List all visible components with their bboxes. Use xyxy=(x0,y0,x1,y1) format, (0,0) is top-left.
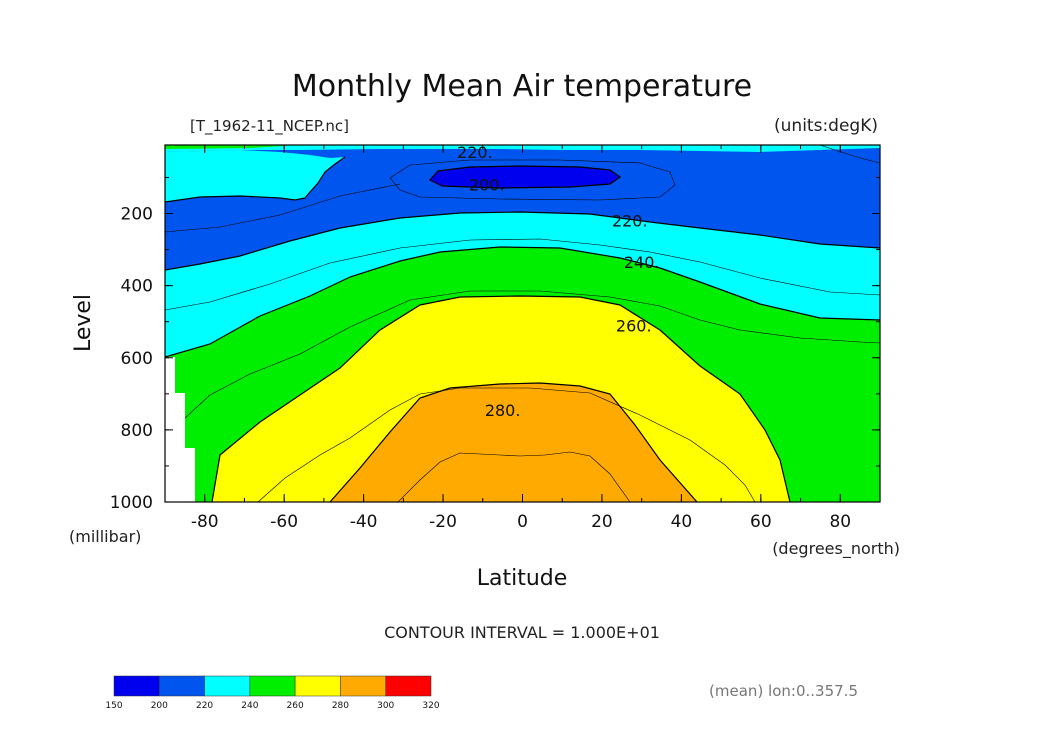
contour-240 xyxy=(165,246,880,358)
y-tick-label: 1000 xyxy=(110,493,153,513)
chart-title: Monthly Mean Air temperature xyxy=(292,69,752,104)
contour-label-layer: 220. 200. 220. 240. 260. 280. xyxy=(457,143,659,420)
y-tick-label: 800 xyxy=(121,421,153,441)
x-axis-label: Latitude xyxy=(477,566,568,591)
band-280-300 xyxy=(330,383,697,502)
contour-fill-group xyxy=(165,145,880,502)
contour-270 xyxy=(257,387,756,502)
contour-215-right xyxy=(819,145,880,164)
colorbar-swatch xyxy=(204,675,251,697)
x-tick-label: 40 xyxy=(671,512,693,532)
colorbar-swatch xyxy=(113,675,160,697)
colorbar-tick-label: 200 xyxy=(151,701,168,711)
x-tick-label: 60 xyxy=(750,512,772,532)
colorbar-tick-label: 320 xyxy=(422,701,439,711)
colorbar-swatch xyxy=(340,675,386,697)
colorbar-tick-label: 280 xyxy=(332,701,349,711)
band-150-200 xyxy=(430,166,620,188)
x-tick-label: -60 xyxy=(270,512,298,532)
contour-label: 220. xyxy=(612,212,648,231)
x-tick-label: 20 xyxy=(591,512,613,532)
colorbar-tick-label: 260 xyxy=(287,701,304,711)
colorbar-tick-label: 300 xyxy=(377,701,394,711)
x-tick-label: -80 xyxy=(191,512,219,532)
x-tick-label: 80 xyxy=(829,512,851,532)
contour-220-left xyxy=(165,156,346,203)
colorbar-tick-label: 150 xyxy=(105,701,122,711)
band-240-260-top xyxy=(165,145,300,149)
colorbar-swatch xyxy=(385,675,432,697)
contour-interval-note: CONTOUR INTERVAL = 1.000E+01 xyxy=(384,623,660,642)
x-tick-labels: -80 -60 -40 -20 0 20 40 60 80 xyxy=(191,512,851,532)
colorbar-tick-label: 220 xyxy=(196,701,213,711)
contour-label: 280. xyxy=(485,401,521,420)
footer-note: (mean) lon:0..357.5 xyxy=(709,682,858,700)
contour-200 xyxy=(429,165,622,189)
contour-label: 220. xyxy=(457,143,493,162)
contour-label: 240. xyxy=(624,253,660,272)
band-220-240-left xyxy=(165,150,345,202)
contour-label: 200. xyxy=(469,176,505,195)
contour-280 xyxy=(329,382,698,502)
colorbar-swatch xyxy=(294,675,341,697)
file-name-label: [T_1962-11_NCEP.nc] xyxy=(190,117,349,136)
x-unit-label: (degrees_north) xyxy=(772,539,900,559)
y-tick-label: 200 xyxy=(121,205,153,225)
x-tick-label: -40 xyxy=(350,512,378,532)
contour-lines xyxy=(165,145,880,502)
y-axis-label: Level xyxy=(71,294,96,352)
contour-label: 260. xyxy=(616,316,652,335)
contour-220 xyxy=(165,211,880,271)
y-tick-label: 600 xyxy=(121,349,153,369)
contour-215-left xyxy=(165,183,401,233)
contour-260 xyxy=(211,295,791,502)
x-tick-label: -20 xyxy=(429,512,457,532)
y-unit-label: (millibar) xyxy=(69,527,141,546)
y-tick-label: 400 xyxy=(121,277,153,297)
contour-230 xyxy=(165,238,880,311)
units-label: (units:degK) xyxy=(774,116,878,136)
y-tick-labels: 200 400 600 800 1000 xyxy=(110,205,153,513)
contour-290 xyxy=(397,451,631,502)
missing-data-region xyxy=(165,357,195,502)
colorbar-swatch xyxy=(249,675,296,697)
colorbar: 150 200 220 240 260 280 300 320 xyxy=(105,675,440,711)
contour-210 xyxy=(389,159,676,201)
contour-250 xyxy=(184,290,880,419)
x-tick-label: 0 xyxy=(517,512,528,532)
colorbar-tick-label: 240 xyxy=(241,701,258,711)
colorbar-swatch xyxy=(159,675,205,697)
tick-marks xyxy=(164,145,881,503)
